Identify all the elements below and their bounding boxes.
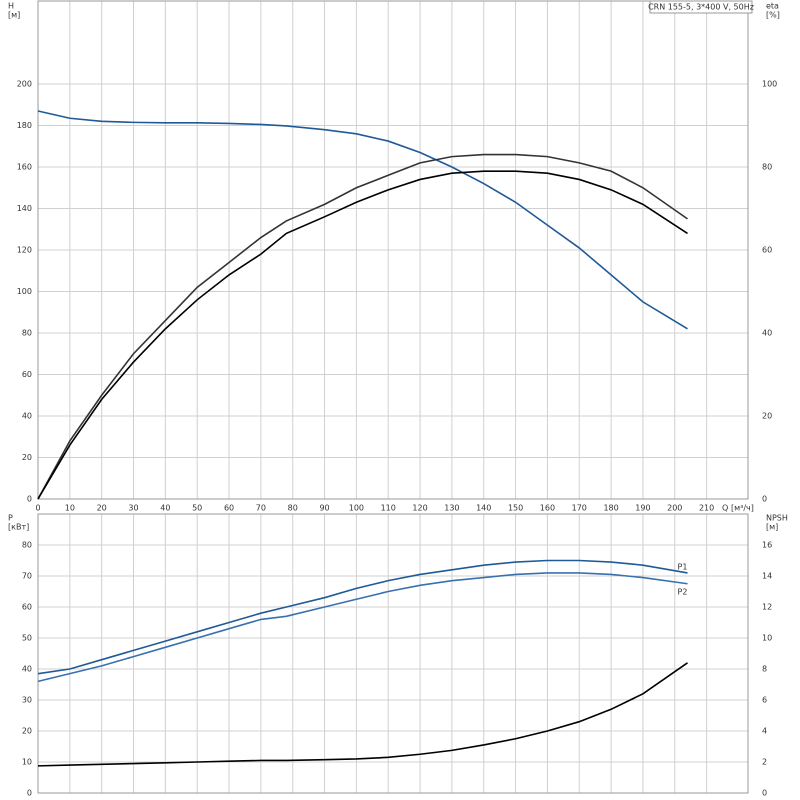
x-tick-label: 160: [540, 504, 555, 513]
y2-tick-label: 80: [762, 163, 772, 172]
series-label: P2: [678, 587, 688, 596]
x-tick-label: 40: [160, 504, 170, 513]
y2-tick-label: 2: [762, 758, 767, 767]
y2-tick-label: 20: [762, 412, 772, 421]
y-tick-label: 40: [22, 665, 32, 674]
y-tick-label: 80: [22, 329, 32, 338]
x-tick-label: 140: [476, 504, 491, 513]
x-tick-label: 30: [128, 504, 138, 513]
axis-unit: [кВт]: [8, 523, 29, 532]
y-tick-label: 60: [22, 603, 32, 612]
y-tick-label: 10: [22, 758, 32, 767]
y2-tick-label: 0: [762, 495, 767, 504]
series-line: [37, 559, 688, 675]
y-tick-label: 140: [17, 204, 32, 213]
y2-tick-label: 10: [762, 634, 772, 643]
y-tick-label: 50: [22, 634, 32, 643]
x-tick-label: 0: [35, 504, 40, 513]
axis-unit: [м³/ч]: [731, 504, 754, 513]
series-line: [37, 110, 688, 330]
legend-box: [649, 0, 753, 14]
y-tick-label: 20: [22, 453, 32, 462]
y-tick-label: 100: [17, 287, 32, 296]
x-tick-label: 200: [667, 504, 682, 513]
x-tick-label: 10: [65, 504, 75, 513]
x-tick-label: 80: [288, 504, 298, 513]
y-tick-label: 120: [17, 246, 32, 255]
y-tick-label: 200: [17, 80, 32, 89]
y-tick-label: 30: [22, 696, 32, 705]
x-tick-label: 190: [635, 504, 650, 513]
top-frame: [37, 0, 749, 500]
y2-tick-label: 0: [762, 789, 767, 798]
y2-tick-label: 40: [762, 329, 772, 338]
series-line: [37, 153, 688, 500]
x-tick-label: 110: [381, 504, 396, 513]
x-tick-label: 100: [349, 504, 364, 513]
y-tick-label: 180: [17, 121, 32, 130]
x-tick-label: 70: [256, 504, 266, 513]
bottom-frame: [37, 513, 749, 794]
y2-tick-label: 60: [762, 246, 772, 255]
y-tick-label: 60: [22, 370, 32, 379]
y-tick-label: 70: [22, 572, 32, 581]
axis-unit: [м]: [766, 523, 778, 532]
axis-label: Q: [722, 504, 728, 513]
y2-tick-label: 6: [762, 696, 767, 705]
legend-text: CRN 155-5, 3*400 V, 50Hz: [648, 3, 754, 12]
x-tick-label: 20: [97, 504, 107, 513]
series-line: [37, 170, 688, 500]
series-line: [37, 572, 688, 683]
x-tick-label: 170: [572, 504, 587, 513]
series-label: P1: [678, 562, 688, 571]
y-tick-label: 20: [22, 727, 32, 736]
y-tick-label: 80: [22, 541, 32, 550]
y-tick-label: 160: [17, 163, 32, 172]
axis-label: H: [8, 2, 14, 11]
y-tick-label: 0: [27, 789, 32, 798]
x-tick-label: 60: [224, 504, 234, 513]
x-tick-label: 130: [444, 504, 459, 513]
x-tick-label: 90: [319, 504, 329, 513]
x-tick-label: 120: [412, 504, 427, 513]
axis-label: NPSH: [766, 514, 788, 523]
axis-unit: [%]: [766, 11, 780, 20]
axis-label: eta: [766, 2, 779, 11]
y2-tick-label: 8: [762, 665, 767, 674]
y2-tick-label: 16: [762, 541, 772, 550]
y2-tick-label: 12: [762, 603, 772, 612]
x-tick-label: 150: [508, 504, 523, 513]
series-line: [37, 662, 688, 767]
x-tick-label: 50: [192, 504, 202, 513]
y-tick-label: 40: [22, 412, 32, 421]
x-tick-label: 210: [699, 504, 714, 513]
y2-tick-label: 100: [762, 80, 777, 89]
axis-label: P: [8, 514, 13, 523]
y-tick-label: 0: [27, 495, 32, 504]
axis-unit: [м]: [8, 11, 20, 20]
y2-tick-label: 14: [762, 572, 772, 581]
y2-tick-label: 4: [762, 727, 767, 736]
x-tick-label: 180: [603, 504, 618, 513]
